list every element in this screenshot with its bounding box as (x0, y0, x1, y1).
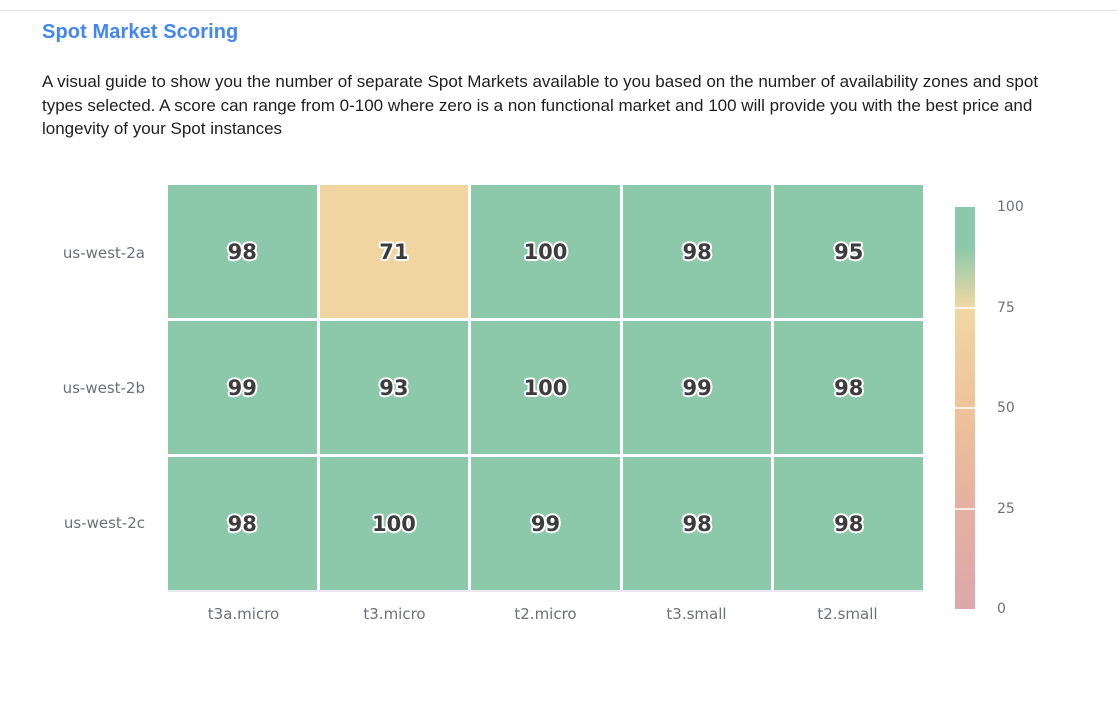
colorbar-tick (955, 407, 975, 409)
y-axis-label-us-west-2a: us-west-2a (62, 243, 145, 262)
cell-value: 98 (227, 511, 257, 536)
cell-value: 99 (227, 375, 257, 400)
cell-value: 98 (682, 511, 712, 536)
x-axis-label-t3.micro: t3.micro (363, 605, 426, 623)
cell-value: 98 (834, 375, 864, 400)
heatmap-cell-us-west-2a-t3.small[interactable]: 98 (622, 185, 772, 318)
page-description: A visual guide to show you the number of… (42, 72, 1039, 138)
colorbar-label-25: 25 (997, 500, 1015, 517)
cell-value: 100 (523, 239, 568, 264)
colorbar-tick (955, 306, 975, 309)
x-axis-label-t2.micro: t2.micro (514, 605, 577, 623)
heatmap-cell-us-west-2b-t3.small[interactable]: 99 (622, 321, 772, 454)
y-axis-label-us-west-2b: us-west-2b (62, 378, 145, 397)
colorbar-tick (955, 507, 975, 510)
heatmap-cell-us-west-2a-t2.small[interactable]: 95 (774, 185, 923, 318)
heatmap-cell-us-west-2b-t3a.micro[interactable]: 99 (168, 321, 317, 454)
colorbar-label-75: 75 (997, 299, 1015, 316)
heatmap-cell-us-west-2c-t3a.micro[interactable]: 98 (168, 457, 317, 590)
cell-value: 98 (227, 239, 257, 264)
x-axis-label-t2.small: t2.small (817, 605, 878, 623)
colorbar-label-50: 50 (997, 400, 1015, 416)
cell-value: 71 (379, 239, 409, 264)
cell-value: 99 (682, 375, 712, 400)
heatmap-cell-us-west-2c-t3.small[interactable]: 98 (622, 457, 772, 590)
heatmap-cell-us-west-2b-t2.small[interactable]: 98 (774, 321, 923, 454)
heatmap-cell-us-west-2c-t2.small[interactable]: 98 (774, 457, 923, 590)
cell-value: 100 (523, 375, 568, 400)
cell-value: 95 (834, 239, 864, 264)
cell-value: 99 (530, 511, 561, 536)
top-divider (0, 10, 1118, 11)
cell-value: 98 (834, 511, 864, 536)
page-title: Spot Market Scoring (42, 21, 239, 43)
x-axis-label-t3a.micro: t3a.micro (207, 605, 280, 623)
cell-value: 100 (371, 511, 416, 536)
x-axis-labels: t3a.micro t3.micro t2.micro t3.small t2.smal… (168, 605, 923, 623)
heatmap-cell-us-west-2b-t3.micro[interactable]: 93 (319, 321, 469, 454)
cell-value: 93 (379, 375, 409, 400)
cell-value: 98 (682, 239, 712, 264)
heatmap-cell-us-west-2a-t3a.micro[interactable]: 98 (168, 185, 317, 318)
colorbar-label-0: 0 (997, 601, 1006, 617)
heatmap-grid: 98 71 100 98 95 99 93 100 99 98 98 100 99 98 98 (168, 185, 923, 590)
y-axis-labels: us-west-2a us-west-2b us-west-2c (0, 185, 148, 590)
colorbar-gradient[interactable] (955, 207, 975, 609)
colorbar-label-100: 100 (997, 199, 1024, 215)
heatmap-cell-us-west-2a-t3.micro[interactable]: 71 (319, 185, 469, 318)
heatmap-cell-us-west-2b-t2.micro[interactable]: 100 (471, 321, 620, 454)
y-axis-label-us-west-2c: us-west-2c (63, 513, 145, 532)
heatmap-cell-us-west-2c-t3.micro[interactable]: 100 (319, 457, 469, 590)
x-axis-label-t3.small: t3.small (666, 605, 727, 623)
heatmap-cell-us-west-2c-t2.micro[interactable]: 99 (471, 457, 620, 590)
heatmap-cell-us-west-2a-t2.micro[interactable]: 100 (471, 185, 620, 318)
colorbar-labels: 100 75 50 25 0 (997, 199, 1057, 617)
